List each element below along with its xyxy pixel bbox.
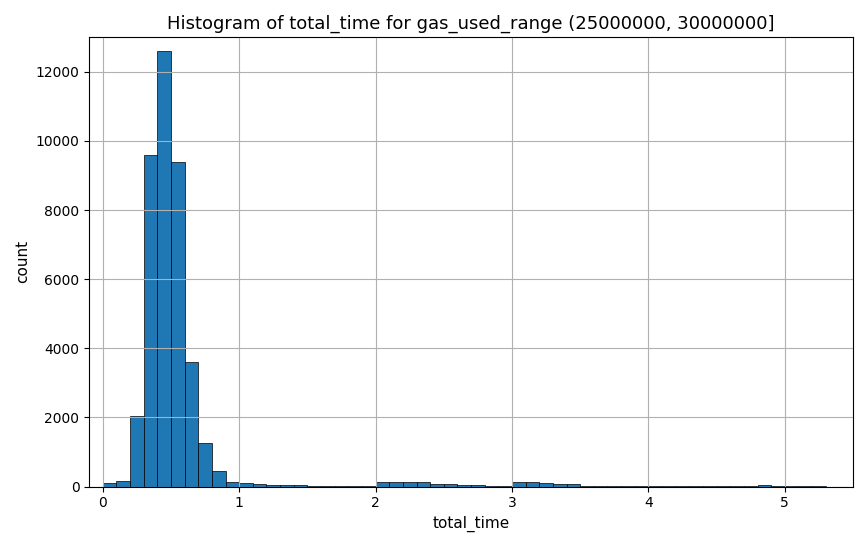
Bar <box>130 416 144 486</box>
Title: Histogram of total_time for gas_used_range (25000000, 30000000]: Histogram of total_time for gas_used_ran… <box>168 15 775 33</box>
Bar <box>240 484 253 486</box>
Bar <box>157 51 171 486</box>
Bar <box>198 443 212 486</box>
Bar <box>553 484 567 486</box>
Bar <box>444 485 457 486</box>
Bar <box>567 485 580 486</box>
Bar <box>376 482 389 486</box>
X-axis label: total_time: total_time <box>432 516 510 532</box>
Y-axis label: count: count <box>15 240 30 283</box>
Bar <box>226 482 240 486</box>
Bar <box>116 481 130 486</box>
Bar <box>758 485 771 486</box>
Bar <box>212 471 226 486</box>
Bar <box>417 482 431 486</box>
Bar <box>144 155 157 486</box>
Bar <box>171 162 185 486</box>
Bar <box>526 482 539 486</box>
Bar <box>185 362 198 486</box>
Bar <box>403 482 417 486</box>
Bar <box>266 485 280 486</box>
Bar <box>512 482 526 486</box>
Bar <box>389 482 403 486</box>
Bar <box>102 483 116 486</box>
Bar <box>280 485 293 486</box>
Bar <box>431 484 444 486</box>
Bar <box>253 485 266 486</box>
Bar <box>539 483 553 486</box>
Bar <box>457 485 471 486</box>
